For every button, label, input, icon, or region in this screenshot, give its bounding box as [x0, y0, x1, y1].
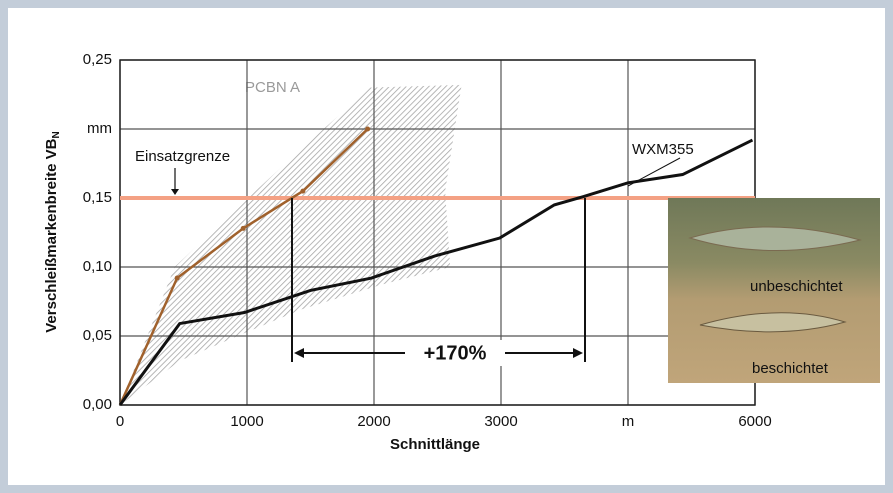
x-tick-label: m — [622, 413, 635, 430]
y-tick-label: 0,05 — [83, 327, 112, 344]
y-tick-label: 0,10 — [83, 258, 112, 275]
y-tick-label: mm — [87, 120, 112, 137]
y-tick-label: 0,00 — [83, 396, 112, 413]
series-point — [175, 276, 180, 281]
x-tick-label: 0 — [116, 413, 124, 430]
arrowhead — [171, 189, 179, 195]
x-axis-title: Schnittlänge — [390, 436, 480, 453]
x-tick-label: 1000 — [230, 413, 263, 430]
y-axis-title-main: Verschleißmarkenbreite VB — [43, 138, 60, 332]
photo-label: beschichtet — [752, 360, 829, 377]
page: {"chart_data":{"type":"line", "x_label":… — [0, 0, 893, 493]
series-point — [300, 189, 305, 194]
limit-label: Einsatzgrenze — [135, 148, 230, 165]
leader — [628, 158, 680, 186]
series-point — [241, 226, 246, 231]
chart: PCBN A 0,00 0,05 0,10 0,15 mm 0,25 0 1000 2000 300… — [0, 0, 893, 493]
arrowhead — [573, 348, 583, 358]
annotation: +170% — [424, 342, 487, 364]
x-tick-label: 2000 — [357, 413, 390, 430]
y-axis-title: Verschleißmarkenbreite VBN — [43, 131, 62, 333]
x-tick-label: 3000 — [484, 413, 517, 430]
y-tick-label: 0,25 — [83, 51, 112, 68]
band-label: PCBN A — [245, 79, 300, 96]
series-label: WXM355 — [632, 141, 694, 158]
series-point — [365, 127, 370, 132]
x-tick-label: 6000 — [738, 413, 771, 430]
photo-label: unbeschichtet — [750, 278, 843, 295]
arrowhead — [294, 348, 304, 358]
y-axis-title-sub: N — [51, 131, 62, 138]
y-tick-label: 0,15 — [83, 189, 112, 206]
